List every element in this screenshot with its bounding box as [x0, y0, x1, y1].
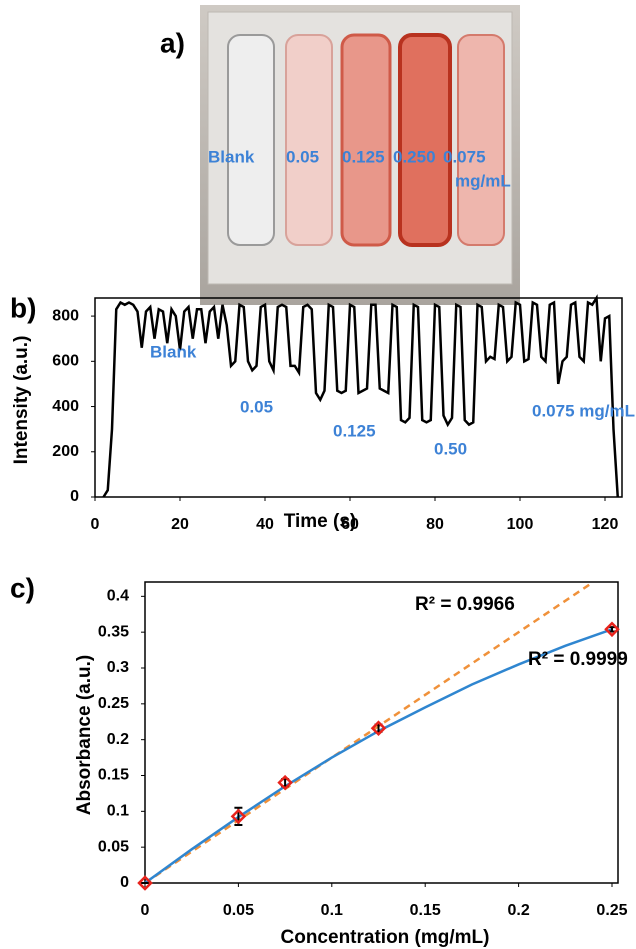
sample-label: Blank [208, 147, 255, 166]
x-tick-label: 20 [171, 516, 189, 533]
photo [200, 5, 520, 305]
data-point [230, 808, 247, 825]
signal-line [102, 294, 619, 498]
y-tick-label: 0 [120, 874, 129, 891]
annotation: R² = 0.9999 [528, 649, 628, 670]
data-point [370, 720, 387, 736]
y-tick-label: 0.3 [107, 659, 129, 676]
y-tick-label: 400 [52, 398, 79, 415]
x-tick-label: 0.05 [223, 902, 254, 919]
annotation: 0.075 mg/mL [532, 401, 635, 420]
y-tick-label: 0.1 [107, 803, 129, 820]
y-axis-title: Absorbance (a.u.) [74, 655, 95, 815]
fit-line [144, 580, 595, 885]
plot-frame [94, 297, 623, 498]
y-tick-label: 600 [52, 353, 79, 370]
y-tick-label: 0.25 [98, 695, 129, 712]
annotation: 0.05 [240, 397, 273, 416]
y-tick-label: 0.2 [107, 731, 129, 748]
x-tick-label: 0.15 [410, 902, 441, 919]
channel [457, 34, 505, 246]
panel-label: c) [10, 572, 35, 603]
y-tick-label: 0.4 [107, 588, 129, 605]
channel [227, 34, 275, 246]
x-tick-label: 60 [341, 516, 359, 533]
panel-label: a) [160, 27, 185, 58]
y-axis-title: Intensity (a.u.) [11, 336, 32, 465]
y-tick-label: 800 [52, 307, 79, 324]
x-tick-label: 40 [256, 516, 274, 533]
channel [340, 33, 392, 247]
x-tick-label: 0.2 [507, 902, 529, 919]
y-tick-label: 0.05 [98, 838, 129, 855]
x-tick-label: 0 [91, 516, 100, 533]
annotation: 0.50 [434, 439, 467, 458]
x-tick-label: 0.1 [321, 902, 343, 919]
annotation: 0.125 [333, 421, 376, 440]
channel [285, 34, 333, 246]
channel [398, 33, 452, 247]
x-tick-label: 120 [592, 516, 619, 533]
data-point [604, 621, 620, 638]
panel-label: b) [10, 292, 36, 323]
plot-frame [144, 581, 619, 884]
annotation: R² = 0.9966 [415, 594, 515, 615]
y-tick-label: 0.15 [98, 767, 129, 784]
sample-label: 0.125 [342, 147, 385, 166]
x-axis-title: Time (s) [284, 511, 357, 532]
x-tick-label: 80 [426, 516, 444, 533]
x-axis-title: Concentration (mg/mL) [281, 927, 490, 948]
y-tick-label: 200 [52, 443, 79, 460]
y-tick-label: 0 [70, 488, 79, 505]
sample-label: 0.250 [393, 147, 436, 166]
unit-label: mg/mL [455, 171, 511, 190]
y-tick-label: 0.35 [98, 623, 129, 640]
x-tick-label: 0 [141, 902, 150, 919]
data-point [137, 875, 153, 891]
sample-label: 0.075 [443, 147, 486, 166]
sample-label: 0.05 [286, 147, 319, 166]
x-tick-label: 0.25 [596, 902, 627, 919]
x-tick-label: 100 [507, 516, 534, 533]
data-point [277, 774, 293, 791]
annotation: Blank [150, 342, 197, 361]
